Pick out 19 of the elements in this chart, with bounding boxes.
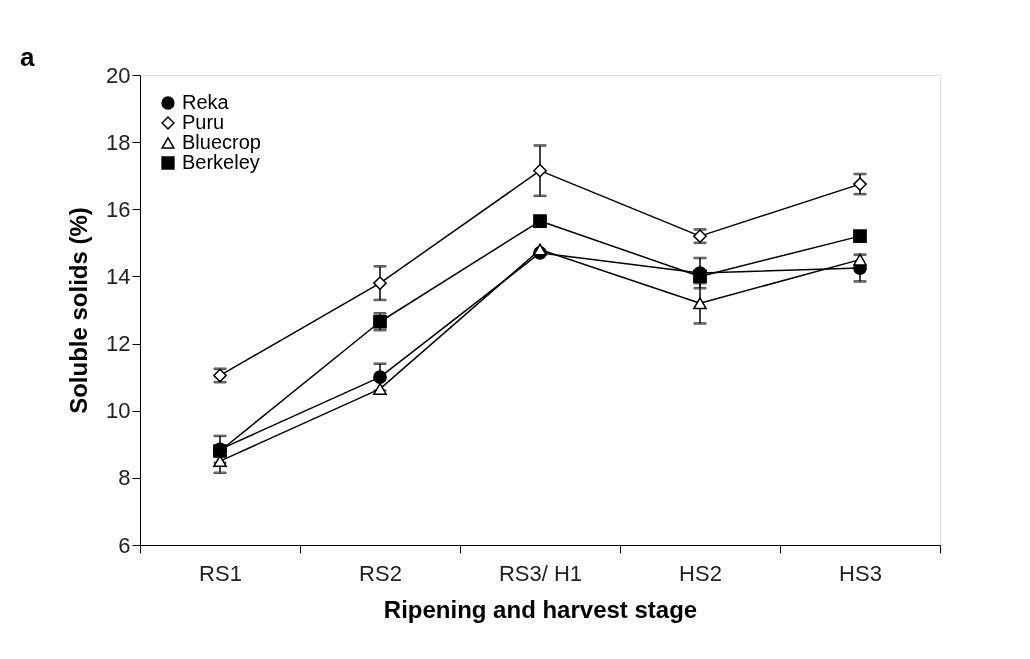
y-tick-label: 20 — [106, 62, 131, 88]
text: a — [20, 42, 35, 72]
y-tick-label: 14 — [106, 263, 131, 289]
x-tick-label: HS3 — [839, 560, 882, 586]
x-tick-label: HS2 — [679, 560, 722, 586]
legend-label: Puru — [182, 111, 225, 133]
y-tick-label: 8 — [118, 465, 131, 491]
y-tick-label: 16 — [106, 196, 131, 222]
legend-label: Bluecrop — [182, 131, 261, 153]
x-tick-label: RS2 — [359, 560, 402, 586]
y-tick-label: 6 — [118, 532, 131, 558]
legend-label: Reka — [182, 91, 230, 113]
y-axis-title: Soluble solids (%) — [65, 207, 93, 414]
x-tick-label: RS3/ H1 — [498, 560, 583, 586]
x-tick-label: RS1 — [199, 560, 242, 586]
y-tick-label: 18 — [106, 129, 131, 155]
x-axis-title: Ripening and harvest stage — [383, 595, 698, 623]
y-tick-label: 10 — [106, 398, 131, 424]
y-tick-label: 12 — [106, 331, 131, 357]
